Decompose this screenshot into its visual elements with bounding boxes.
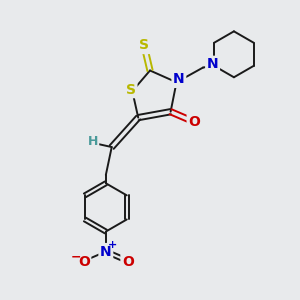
Text: O: O (78, 255, 90, 269)
Text: N: N (100, 244, 112, 259)
Text: −: − (70, 251, 81, 264)
Text: H: H (87, 135, 98, 148)
Text: O: O (122, 255, 134, 269)
Text: S: S (126, 82, 136, 97)
Text: N: N (173, 72, 185, 86)
Text: O: O (188, 115, 200, 129)
Text: S: S (139, 38, 149, 52)
Text: N: N (207, 57, 218, 71)
Text: +: + (108, 240, 117, 250)
